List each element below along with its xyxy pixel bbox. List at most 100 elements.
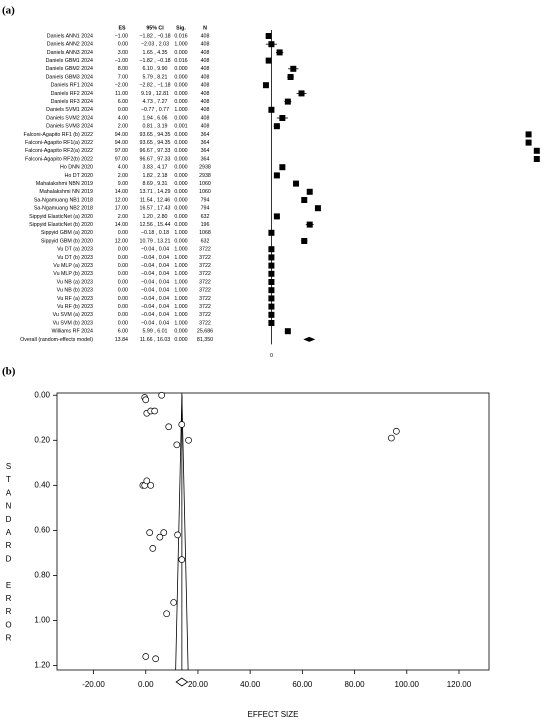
- effect-size: 0.00: [118, 42, 128, 48]
- effect-square: [268, 279, 275, 285]
- ci-text: −0.04 , 0.04: [141, 312, 169, 318]
- effect-square: [284, 98, 291, 105]
- study-point: [142, 653, 150, 660]
- header: N: [203, 25, 207, 31]
- study-point: [149, 545, 157, 552]
- study-name: Vu DT (b) 2023: [57, 255, 93, 261]
- effect-square: [268, 270, 275, 277]
- n-text: 3722: [199, 304, 211, 310]
- sig-text: 0.000: [174, 197, 187, 203]
- ci-text: 4.73 , 7.27: [142, 99, 167, 105]
- effect-square: [268, 311, 275, 318]
- effect-size: 0.00: [118, 312, 128, 318]
- x-tick-label: 120.00: [447, 680, 472, 689]
- n-text: 408: [201, 50, 210, 56]
- sig-text: 1.000: [174, 304, 187, 310]
- sig-text: 0.000: [174, 214, 187, 220]
- effect-size: 97.00: [115, 156, 128, 162]
- effect-square: [279, 115, 286, 121]
- sig-text: 1.000: [174, 42, 187, 48]
- ci-text: −0.04 , 0.04: [141, 255, 169, 261]
- study-name: Mahalakshmi NBN 2019: [36, 181, 93, 187]
- x-tick-label: -20.00: [82, 680, 105, 689]
- study-point: [151, 407, 158, 415]
- n-text: 364: [201, 140, 210, 146]
- study-point: [152, 655, 160, 663]
- study-name: Vu MLP (a) 2023: [53, 263, 93, 269]
- effect-size: 12.00: [115, 197, 128, 203]
- sig-text: 0.000: [174, 173, 187, 179]
- sig-text: 0.000: [174, 91, 187, 97]
- study-name: Daniels SVM2 2024: [46, 115, 93, 121]
- study-point: [163, 610, 170, 618]
- header: ES: [118, 25, 126, 31]
- effect-square: [301, 238, 308, 244]
- study-name: Vu SVM (b) 2023: [53, 320, 93, 326]
- effect-square: [306, 188, 313, 195]
- study-name: Daniels GBM1 2024: [46, 58, 93, 64]
- n-text: 3722: [199, 263, 211, 269]
- ci-text: 11.54 , 12.46: [140, 197, 171, 203]
- n-text: 408: [201, 58, 210, 64]
- sig-text: 0.000: [174, 181, 187, 187]
- effect-size: 0.00: [118, 247, 128, 253]
- ci-text: −2.82 , −1.18: [139, 83, 170, 89]
- sig-text: 1.000: [174, 296, 187, 302]
- effect-size: 0.00: [118, 255, 128, 261]
- study-name: Daniels SVM1 2024: [46, 107, 93, 113]
- n-text: 408: [201, 83, 210, 89]
- sig-text: 0.000: [174, 156, 187, 162]
- effect-size: 9.00: [118, 181, 128, 187]
- x-tick-label: 40.00: [240, 680, 261, 689]
- study-point: [388, 434, 395, 442]
- ci-text: −0.04 , 0.04: [141, 263, 169, 269]
- study-point: [170, 599, 178, 606]
- n-text: 25,686: [197, 329, 213, 335]
- effect-size: 0.00: [118, 304, 128, 310]
- ci-text: −0.04 , 0.04: [141, 320, 169, 326]
- study-point: [392, 427, 400, 435]
- sig-text: 1.000: [174, 312, 187, 318]
- sig-text: 0.000: [174, 115, 187, 121]
- effect-square: [533, 147, 540, 154]
- effect-size: 3.00: [118, 50, 128, 56]
- ci-text: 13.71 , 14.29: [140, 189, 171, 195]
- study-name: Daniels GBM2 2024: [46, 66, 93, 72]
- effect-square: [268, 287, 275, 294]
- effect-size: 12.00: [115, 238, 128, 244]
- study-name: Overall (random-effects model): [20, 337, 93, 343]
- sig-text: 1.000: [174, 271, 187, 277]
- x-tick-label: 80.00: [345, 680, 366, 689]
- effect-size: 6.00: [118, 329, 128, 335]
- panel-label: (a): [2, 5, 15, 17]
- sig-text: 1.000: [174, 320, 187, 326]
- study-name: Sippyid GBM (a) 2020: [41, 230, 93, 236]
- n-text: 1060: [199, 181, 211, 187]
- effect-square: [284, 328, 291, 335]
- n-text: 3722: [199, 296, 211, 302]
- effect-size: 0.00: [118, 320, 128, 326]
- ci-text: 96.67 , 97.33: [140, 148, 171, 154]
- n-text: 408: [201, 74, 210, 80]
- effect-square: [298, 90, 305, 97]
- x-tick-label: 0: [270, 353, 273, 359]
- ci-text: −2.03 , 2.03: [141, 42, 169, 48]
- ci-text: 16.57 , 17.43: [140, 206, 171, 212]
- effect-square: [533, 156, 540, 162]
- study-name: Falconi-Agapito RF1(a) 2022: [25, 140, 93, 146]
- n-text: 2938: [199, 173, 211, 179]
- ci-text: −0.04 , 0.04: [141, 271, 169, 277]
- study-name: Falconi-Agapito RF1 (b) 2022: [24, 132, 94, 138]
- sig-text: 1.000: [174, 255, 187, 261]
- ci-text: 96.67 , 97.33: [140, 156, 171, 162]
- effect-size: 0.00: [118, 230, 128, 236]
- effect-square: [306, 221, 313, 228]
- header: Sig.: [176, 25, 186, 31]
- pooled-diamond: [175, 677, 189, 687]
- ci-text: 8.69 , 9.31: [142, 181, 167, 187]
- n-text: 3722: [199, 312, 211, 318]
- effect-square: [279, 164, 286, 171]
- effect-square: [265, 33, 272, 39]
- ci-text: −0.04 , 0.04: [141, 279, 169, 285]
- x-axis-label: EFFECT SIZE: [248, 710, 299, 719]
